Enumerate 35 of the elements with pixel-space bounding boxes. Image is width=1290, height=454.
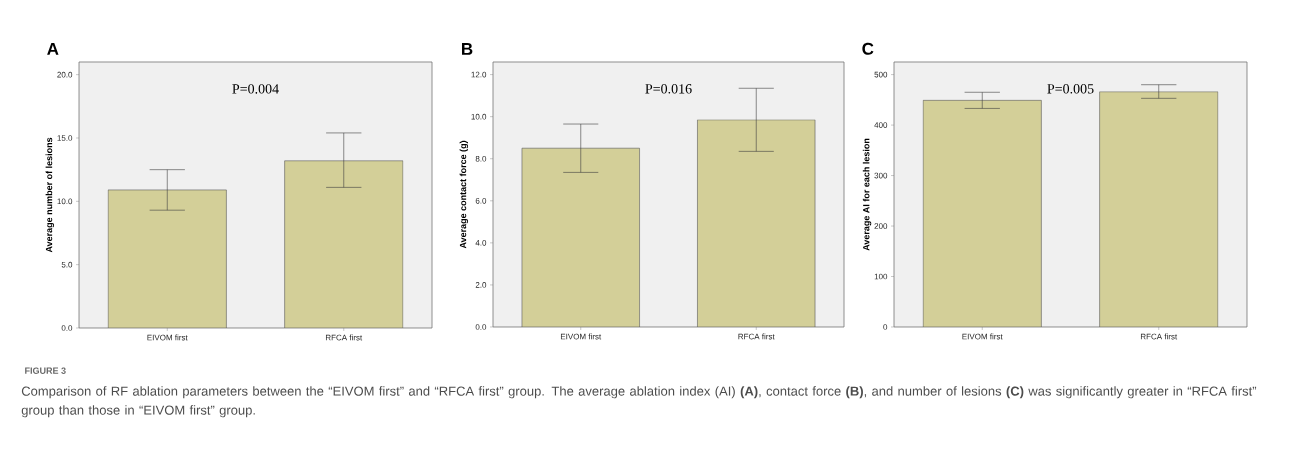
chart-title: A — [47, 43, 59, 55]
x-tick-label: EIVOM first — [560, 333, 602, 340]
y-tick-label: 0.0 — [475, 324, 487, 330]
y-tick-label: 4.0 — [475, 240, 487, 246]
chart-title: B — [462, 43, 473, 55]
y-tick-label: 500 — [874, 71, 888, 78]
y-tick-label: 15.0 — [57, 135, 73, 141]
y-axis-title: Average AI for each lesion — [862, 138, 872, 251]
y-tick-label: 12.0 — [471, 71, 487, 78]
x-tick-label: RFCA first — [738, 333, 775, 340]
y-tick-label: 0.0 — [61, 325, 73, 331]
y-axis-title: Average contact force (g) — [459, 140, 469, 249]
annotation: P=0.005 — [1047, 84, 1094, 94]
y-tick-label: 100 — [874, 273, 888, 280]
annotation: P=0.016 — [645, 84, 692, 94]
y-tick-label: 400 — [874, 122, 888, 128]
annotation: P=0.004 — [232, 84, 279, 94]
x-tick-label: EIVOM first — [147, 334, 188, 341]
y-tick-label: 0 — [883, 324, 888, 330]
caption: FIGURE 3 — [25, 367, 66, 374]
x-tick-label: EIVOM first — [962, 333, 1003, 340]
x-tick-label: RFCA first — [1140, 333, 1178, 340]
y-tick-label: 10.0 — [471, 113, 487, 120]
y-tick-label: 2.0 — [475, 282, 487, 288]
x-tick-label: RFCA first — [325, 334, 363, 341]
y-tick-label: 200 — [874, 223, 888, 229]
y-tick-label: 6.0 — [475, 197, 487, 204]
y-tick-label: 5.0 — [61, 261, 73, 268]
text: Comparison of RF ablation parameters between the “EIVOM first” and “RFCA first” group. The average ablation index (AI) (A), contact force (B), and number of lesions (C) was significantly greater in “RFCA first” group than those in “EIVOM first” group. — [21, 386, 1257, 418]
y-tick-label: 8.0 — [475, 155, 487, 162]
chart-title: C — [862, 42, 874, 55]
y-axis-title: Average number of lesions — [45, 137, 55, 253]
y-tick-label: 10.0 — [57, 198, 73, 205]
y-tick-label: 20.0 — [57, 71, 73, 78]
y-tick-label: 300 — [874, 172, 888, 179]
